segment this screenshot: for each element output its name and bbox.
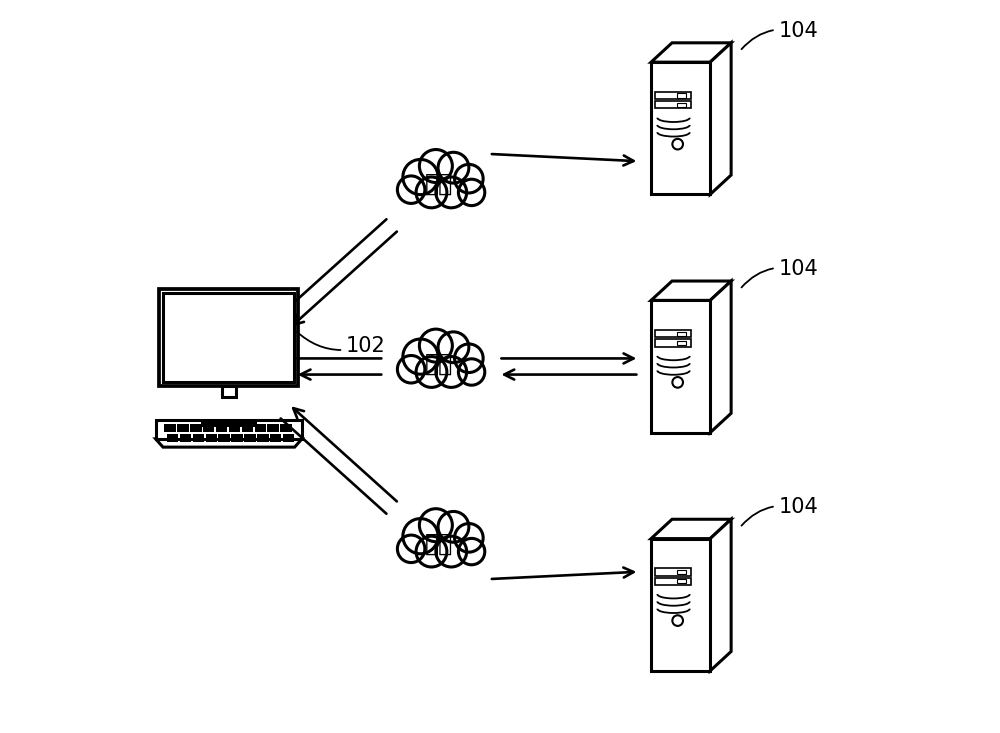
- Bar: [231, 434, 243, 442]
- Polygon shape: [710, 519, 731, 671]
- Polygon shape: [710, 43, 731, 194]
- Circle shape: [672, 377, 683, 388]
- Circle shape: [397, 535, 425, 563]
- Bar: [283, 434, 294, 442]
- Bar: [677, 570, 686, 574]
- Bar: [190, 424, 202, 432]
- Circle shape: [672, 139, 683, 150]
- Circle shape: [416, 357, 447, 387]
- Circle shape: [436, 357, 467, 387]
- Circle shape: [458, 538, 485, 564]
- Bar: [193, 434, 204, 442]
- Circle shape: [403, 519, 438, 554]
- Polygon shape: [651, 281, 731, 301]
- Bar: [677, 341, 686, 345]
- Circle shape: [403, 160, 438, 194]
- Bar: [655, 101, 691, 108]
- Bar: [222, 386, 236, 397]
- Circle shape: [436, 177, 467, 208]
- Text: 104: 104: [741, 259, 818, 287]
- Bar: [677, 93, 686, 97]
- Circle shape: [419, 329, 452, 362]
- Circle shape: [458, 358, 485, 386]
- Bar: [257, 434, 269, 442]
- Bar: [677, 331, 686, 336]
- Circle shape: [397, 176, 425, 204]
- Text: 网络: 网络: [424, 172, 453, 196]
- Bar: [677, 103, 686, 107]
- Bar: [203, 424, 214, 432]
- Circle shape: [672, 615, 683, 626]
- Circle shape: [419, 150, 452, 183]
- Circle shape: [438, 512, 469, 542]
- Bar: [655, 578, 691, 585]
- Polygon shape: [710, 281, 731, 432]
- Bar: [651, 539, 710, 671]
- Ellipse shape: [411, 529, 472, 557]
- Bar: [159, 289, 298, 386]
- Bar: [655, 330, 691, 337]
- Bar: [164, 424, 176, 432]
- Polygon shape: [156, 439, 302, 447]
- Bar: [180, 434, 191, 442]
- Bar: [244, 434, 256, 442]
- Bar: [651, 62, 710, 194]
- Circle shape: [397, 356, 425, 383]
- Ellipse shape: [411, 171, 472, 198]
- Text: 网络: 网络: [424, 352, 453, 376]
- Bar: [216, 424, 227, 432]
- Text: 104: 104: [741, 497, 818, 526]
- Bar: [280, 424, 292, 432]
- Text: 102: 102: [297, 332, 386, 356]
- Bar: [163, 293, 294, 382]
- Bar: [242, 424, 253, 432]
- Circle shape: [416, 177, 447, 208]
- Bar: [655, 92, 691, 99]
- Bar: [177, 424, 189, 432]
- Polygon shape: [651, 43, 731, 62]
- Polygon shape: [651, 519, 731, 539]
- Text: 104: 104: [741, 21, 818, 49]
- Bar: [255, 424, 266, 432]
- Bar: [229, 424, 240, 432]
- Circle shape: [438, 332, 469, 363]
- Polygon shape: [156, 420, 302, 439]
- Circle shape: [455, 523, 483, 552]
- Bar: [655, 568, 691, 575]
- Circle shape: [403, 339, 438, 374]
- Circle shape: [455, 164, 483, 193]
- Text: 网络: 网络: [424, 531, 453, 556]
- Circle shape: [458, 180, 485, 205]
- Circle shape: [419, 509, 452, 542]
- Bar: [677, 579, 686, 583]
- Ellipse shape: [411, 350, 472, 377]
- Circle shape: [455, 344, 483, 372]
- Circle shape: [416, 537, 447, 567]
- Bar: [655, 339, 691, 347]
- Circle shape: [438, 152, 469, 183]
- Circle shape: [436, 537, 467, 567]
- Bar: [267, 424, 279, 432]
- Bar: [651, 301, 710, 432]
- Bar: [167, 434, 178, 442]
- Bar: [201, 422, 257, 427]
- Bar: [206, 434, 217, 442]
- Bar: [270, 434, 281, 442]
- Bar: [218, 434, 230, 442]
